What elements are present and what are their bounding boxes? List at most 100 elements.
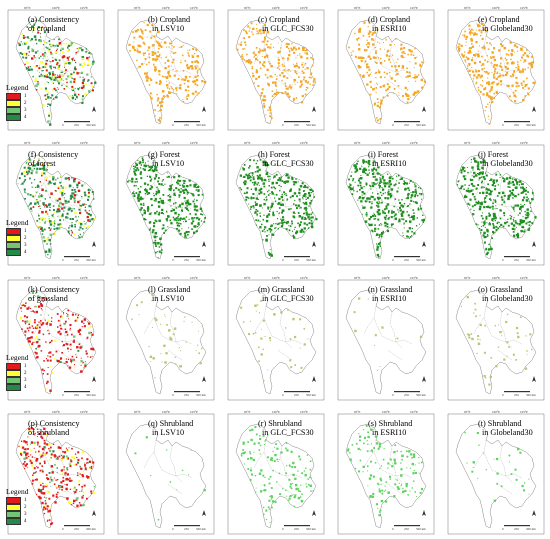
pixel [285, 472, 287, 475]
pixel [507, 49, 510, 52]
pixel [374, 175, 376, 178]
pixel [257, 219, 260, 222]
landcover-pixels [348, 21, 426, 122]
pixel [197, 193, 200, 196]
pixel [81, 356, 83, 358]
pixel [395, 69, 398, 72]
pixel [243, 29, 245, 31]
pixel [61, 84, 63, 87]
pixel [151, 292, 154, 295]
pixel [308, 218, 311, 220]
pixel [35, 351, 38, 354]
pixel [292, 494, 294, 496]
pixel [61, 74, 63, 77]
pixel [398, 218, 401, 221]
pixel [194, 90, 197, 93]
pixel [69, 327, 71, 329]
map-panel-d: 95°E 100°E 105°E 0 250 500 km (d) Cropland in E… [330, 0, 440, 135]
pixel [257, 59, 259, 61]
pixel [397, 65, 400, 68]
pixel [165, 351, 168, 354]
pixel [69, 75, 72, 78]
pixel [194, 213, 197, 216]
pixel [81, 98, 84, 101]
pixel [66, 81, 68, 84]
pixel [279, 212, 281, 213]
pixel [304, 474, 307, 477]
pixel [173, 91, 175, 93]
pixel [419, 63, 421, 66]
pixel [53, 454, 56, 457]
pixel [269, 476, 272, 478]
pixel [65, 478, 68, 481]
pixel [273, 46, 275, 48]
pixel [274, 92, 277, 96]
pixel [376, 117, 378, 119]
pixel [86, 221, 87, 223]
pixel [305, 201, 308, 204]
pixel [151, 204, 153, 206]
pixel [371, 168, 374, 172]
pixel [21, 303, 23, 305]
pixel [488, 212, 490, 215]
pixel [306, 57, 309, 60]
pixel [487, 48, 490, 50]
pixel [358, 48, 361, 51]
pixel [30, 427, 33, 430]
panel-title-line1: (j) Forest [478, 149, 509, 159]
scale-bar [394, 525, 420, 527]
pixel [28, 204, 30, 206]
pixel [73, 233, 75, 235]
pixel [373, 171, 375, 174]
pixel [387, 197, 390, 200]
pixel [259, 30, 261, 32]
pixel [169, 337, 173, 340]
pixel [71, 96, 75, 99]
pixel [25, 161, 28, 164]
pixel [92, 347, 94, 349]
pixel [133, 49, 136, 52]
pixel [405, 76, 407, 78]
map-panel-p: 95°E 100°E 105°E 0 250 500 km (p) Consistency o… [0, 404, 110, 539]
pixel [492, 56, 495, 59]
pixel [181, 207, 183, 209]
pixel [46, 477, 48, 480]
pixel [368, 30, 371, 32]
pixel [61, 186, 64, 189]
pixel [155, 175, 157, 178]
pixel [41, 454, 44, 457]
pixel [485, 247, 487, 250]
pixel [474, 302, 476, 304]
pixel [376, 243, 378, 245]
pixel [262, 160, 265, 163]
scale-label: 250 [514, 527, 519, 532]
pixel [274, 187, 277, 190]
pixel [39, 462, 41, 465]
pixel [62, 71, 64, 73]
pixel [195, 189, 197, 191]
pixel [285, 42, 288, 45]
pixel [70, 348, 72, 350]
pixel [494, 216, 497, 219]
pixel [302, 66, 304, 68]
pixel [28, 54, 30, 56]
pixel [463, 36, 466, 38]
pixel [255, 203, 258, 206]
pixel [143, 209, 145, 211]
pixel [64, 491, 66, 493]
map-panel-n: 95°E 100°E 105°E 0 250 500 km (n) Grassland in … [330, 270, 440, 405]
pixel [510, 53, 513, 56]
pixel [45, 179, 47, 181]
pixel [56, 79, 58, 81]
pixel [64, 186, 67, 189]
pixel [253, 183, 256, 186]
pixel [31, 195, 33, 197]
pixel [178, 194, 181, 197]
pixel [36, 162, 39, 166]
pixel [45, 474, 48, 477]
pixel [54, 464, 56, 466]
pixel [55, 227, 57, 230]
pixel [268, 499, 271, 503]
landcover-pixels [456, 157, 537, 255]
pixel [398, 211, 400, 213]
